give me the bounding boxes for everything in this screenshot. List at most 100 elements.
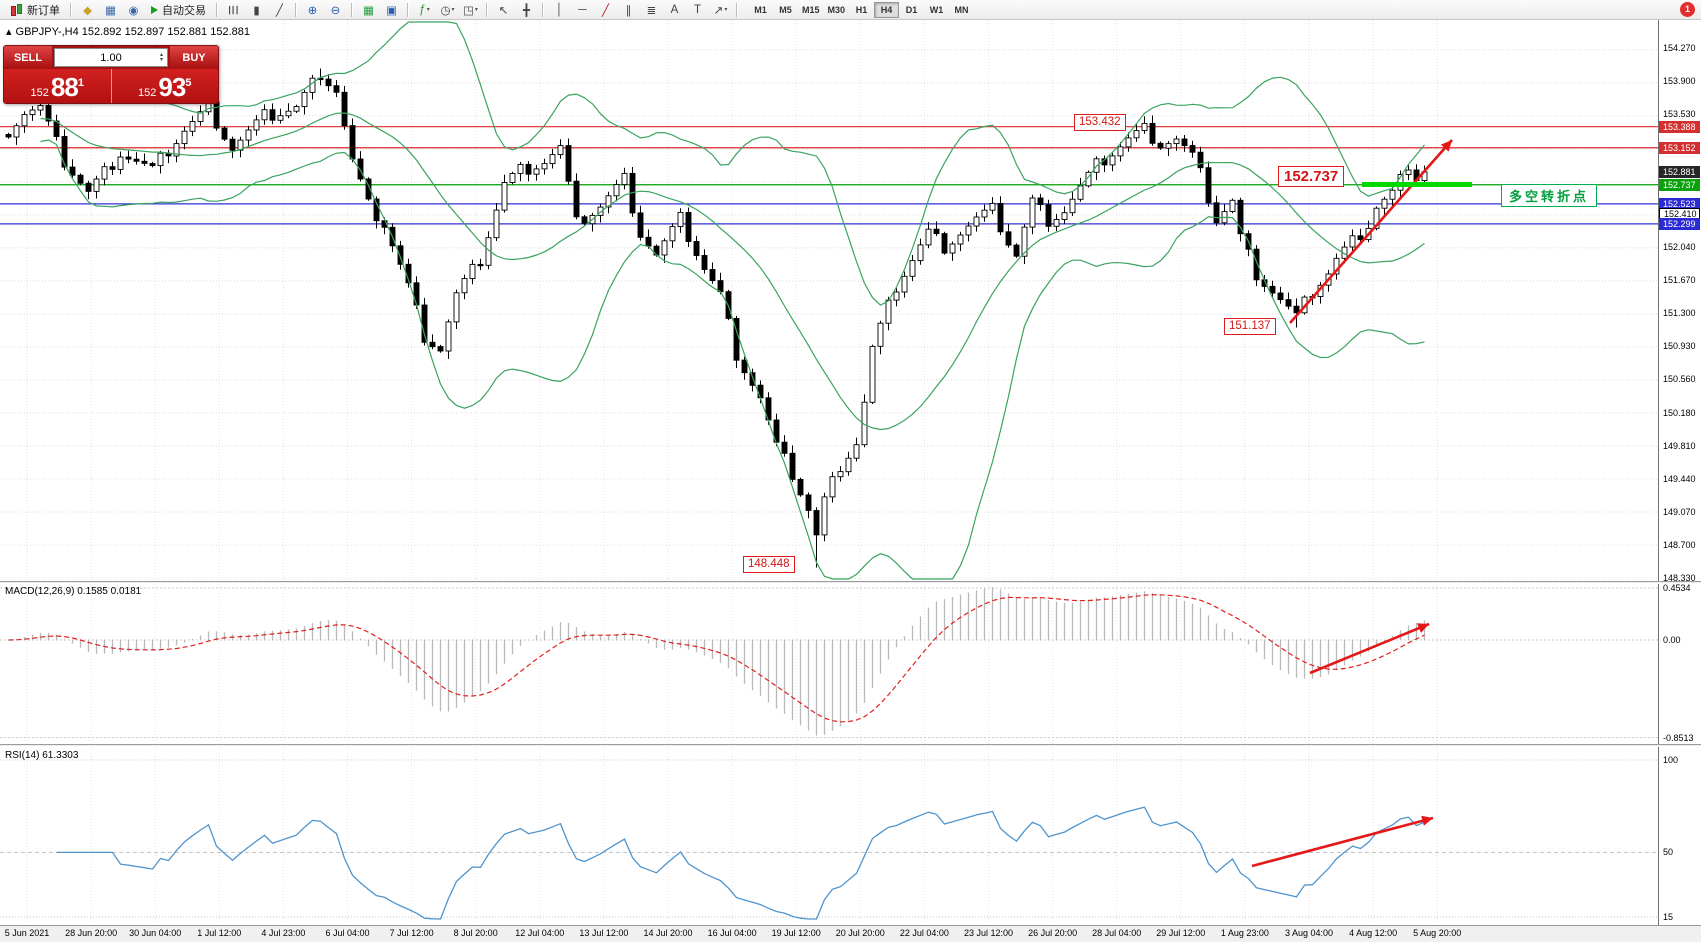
- candle: [429, 341, 436, 348]
- new-order-button[interactable]: 新订单: [4, 1, 66, 18]
- indicators-icon[interactable]: ƒ ▾: [419, 3, 430, 16]
- navigator-icon[interactable]: ◉: [128, 4, 139, 17]
- ask-pip-digit: 5: [185, 77, 192, 89]
- time-axis[interactable]: 5 Jun 2021 28 Jun 20:00 30 Jun 04:00 1 Jul …: [0, 925, 1701, 942]
- time-axis-label: 29 Jul 12:00: [1156, 928, 1206, 938]
- arrange-windows-icon[interactable]: ▣: [386, 4, 397, 17]
- channel-icon[interactable]: ∥: [625, 4, 632, 17]
- vertical-line-icon[interactable]: │: [555, 3, 564, 16]
- timeframe-button-m5[interactable]: M5: [773, 2, 798, 18]
- candle: [749, 372, 756, 386]
- candle: [437, 346, 444, 352]
- cursor-icon[interactable]: ↖: [498, 4, 509, 17]
- timeframe-button-m30[interactable]: M30: [824, 2, 850, 18]
- macd-panel-separator[interactable]: [0, 581, 1701, 584]
- candle: [1173, 138, 1180, 145]
- tile-windows-icon[interactable]: ▦: [363, 4, 374, 17]
- data-window-icon[interactable]: ▦: [105, 4, 116, 17]
- candle: [357, 158, 364, 180]
- ask-price[interactable]: 152 93 5: [112, 69, 219, 103]
- candle: [909, 260, 916, 277]
- arrows-icon[interactable]: ↗ ▾: [713, 4, 728, 17]
- candle: [29, 109, 36, 116]
- timeframe-button-mn[interactable]: MN: [949, 2, 974, 18]
- price-annotation-bottom[interactable]: 148.448: [743, 556, 795, 573]
- trendline-icon[interactable]: ╱: [602, 4, 609, 17]
- candle: [869, 345, 876, 403]
- new-order-icon: [10, 3, 23, 16]
- candle: [197, 111, 204, 122]
- timeframe-button-h1[interactable]: H1: [849, 2, 874, 18]
- periods-icon[interactable]: ◷ ▾: [440, 4, 455, 17]
- price-annotation-mid[interactable]: 152.737: [1278, 166, 1345, 187]
- horizontal-line-icon[interactable]: ─: [578, 3, 587, 16]
- text-label-icon[interactable]: T: [693, 3, 702, 16]
- bid-price[interactable]: 152 88 1: [4, 69, 112, 103]
- price-axis-marker[interactable]: 152.523: [1659, 197, 1700, 210]
- price-axis-marker[interactable]: 153.152: [1659, 141, 1700, 154]
- bid-ask-row: 152 88 1 152 93 5: [4, 69, 218, 103]
- candle: [349, 125, 356, 160]
- volume-input[interactable]: 1.00: [54, 48, 168, 67]
- candle: [373, 198, 380, 222]
- new-order-label: 新订单: [27, 4, 60, 17]
- timeframe-button-d1[interactable]: D1: [899, 2, 924, 18]
- timeframe-button-h4[interactable]: H4: [874, 1, 900, 18]
- turning-point-line[interactable]: [1362, 182, 1472, 187]
- candle: [1045, 204, 1052, 227]
- candle: [1181, 138, 1188, 147]
- zoom-in-icon[interactable]: ⊕: [307, 4, 318, 17]
- volume-value: 1.00: [100, 51, 122, 64]
- candle: [781, 441, 788, 454]
- candle: [597, 206, 604, 216]
- price-axis-label: 152.040: [1663, 241, 1696, 252]
- symbol-info: ▴ GBPJPY-,H4 152.892 152.897 152.881 152…: [6, 25, 250, 39]
- candle: [581, 216, 588, 225]
- candle: [253, 119, 260, 131]
- candle: [637, 212, 644, 238]
- fibonacci-icon[interactable]: ≣: [646, 4, 657, 17]
- price-axis-marker[interactable]: 152.737: [1659, 178, 1700, 191]
- candle: [277, 115, 284, 121]
- sell-button[interactable]: SELL: [4, 46, 52, 69]
- candle: [461, 278, 468, 294]
- candle: [717, 280, 724, 293]
- price-annotation-low[interactable]: 151.137: [1224, 318, 1276, 335]
- candle: [1277, 292, 1284, 301]
- turning-point-label[interactable]: 多空转折点: [1501, 184, 1598, 207]
- timeframe-toolbar: M1 M5 M15 M30 H1 H4 D1 W1 MN: [748, 1, 974, 18]
- timeframe-button-m15[interactable]: M15: [798, 2, 824, 18]
- price-axis[interactable]: 154.270 153.900 153.530 152.040 151.670 151.3…: [1659, 0, 1701, 941]
- candle: [101, 166, 108, 180]
- candle: [997, 202, 1004, 233]
- crosshair-icon[interactable]: ╋: [523, 4, 530, 17]
- candle: [877, 322, 884, 347]
- rsi-panel-separator[interactable]: [0, 744, 1701, 747]
- time-axis-label: 4 Jul 23:00: [261, 928, 306, 938]
- timeframe-button-w1[interactable]: W1: [924, 2, 949, 18]
- bar-chart-icon[interactable]: ☰: [226, 4, 239, 15]
- volume-spinner[interactable]: [157, 49, 166, 66]
- market-watch-icon[interactable]: ◆: [83, 4, 92, 17]
- price-annotation-high[interactable]: 153.432: [1074, 114, 1126, 131]
- autotrade-button[interactable]: 自动交易: [145, 1, 212, 18]
- candlestick-chart-icon[interactable]: ▮: [253, 4, 260, 17]
- price-axis-marker[interactable]: 153.388: [1659, 120, 1700, 133]
- candle: [301, 91, 308, 108]
- timeframe-button-m1[interactable]: M1: [748, 2, 773, 18]
- candle: [693, 241, 700, 256]
- line-chart-icon[interactable]: ╱: [276, 4, 283, 17]
- candle: [1069, 198, 1076, 214]
- templates-icon[interactable]: ◳ ▾: [463, 4, 478, 17]
- candle: [141, 160, 148, 164]
- price-axis-marker[interactable]: 152.881: [1659, 165, 1700, 178]
- toolbar-separator: [542, 2, 544, 17]
- text-icon[interactable]: A: [670, 3, 679, 16]
- buy-button[interactable]: BUY: [170, 46, 218, 69]
- candle: [1381, 198, 1388, 209]
- zoom-out-icon[interactable]: ⊖: [330, 4, 341, 17]
- price-axis-marker[interactable]: 152.299: [1659, 217, 1700, 230]
- toolbar-separator: [70, 2, 72, 17]
- notification-badge[interactable]: 1: [1680, 2, 1695, 17]
